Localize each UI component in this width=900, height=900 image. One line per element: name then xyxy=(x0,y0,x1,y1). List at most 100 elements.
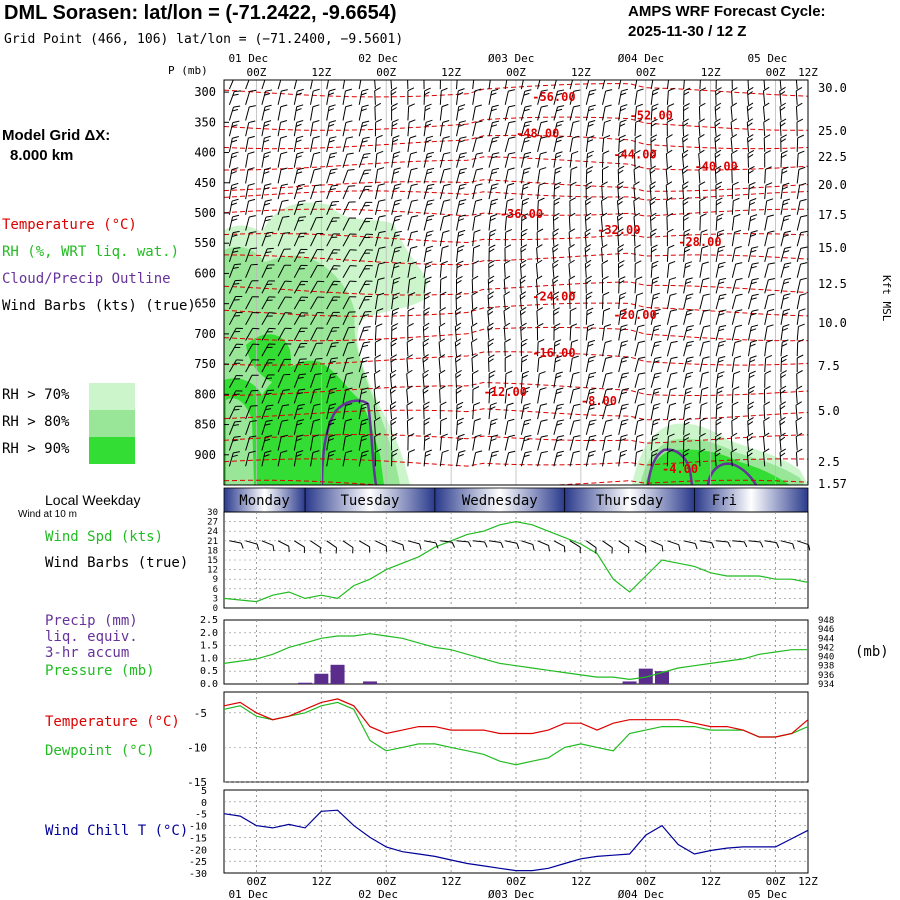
wind-barb xyxy=(796,134,804,152)
wind-barb xyxy=(683,371,694,388)
wind-barb xyxy=(488,136,500,153)
wind-barb xyxy=(228,90,241,105)
wind-barb-flag xyxy=(532,544,535,551)
wind-barb xyxy=(456,199,467,215)
wind-barb-flag xyxy=(263,139,270,143)
wind-barb-staff xyxy=(520,169,525,184)
wind-barb xyxy=(261,343,276,357)
wind-barb xyxy=(374,277,385,294)
wind-barb xyxy=(391,307,399,325)
wind-barb xyxy=(310,135,320,152)
wind-barb xyxy=(439,120,450,137)
wind-barb xyxy=(472,152,483,168)
wind-barb-flag xyxy=(232,230,240,234)
wind-barb-staff xyxy=(293,296,302,310)
wind-barb-staff xyxy=(536,310,539,325)
wind-barb-flag xyxy=(682,201,689,206)
wind-barb-staff xyxy=(730,452,733,467)
wind-barb-flag xyxy=(685,297,692,300)
wind-barb-flag xyxy=(361,88,369,92)
wind-barb-flag xyxy=(652,422,659,426)
wind-barb-staff xyxy=(715,389,718,404)
wind-barb xyxy=(748,278,759,294)
wind-barb-staff xyxy=(407,185,412,200)
wind-barb xyxy=(277,280,292,294)
wind-barb-flag xyxy=(752,278,759,281)
wind-barb-staff xyxy=(488,80,492,90)
wind-barb xyxy=(520,136,532,153)
wind-barb-flag xyxy=(523,140,530,143)
wind-barb-flag xyxy=(670,309,678,312)
wind-barb-flag xyxy=(650,138,657,143)
wind-barb-flag xyxy=(634,228,641,233)
wind-barb xyxy=(423,80,425,90)
wind-barb-flag xyxy=(780,118,787,123)
wind-barb xyxy=(553,151,563,168)
wind-barb-flag xyxy=(456,279,462,284)
wind-barb xyxy=(277,215,290,231)
wind-barb xyxy=(504,450,516,467)
wind-barb-flag xyxy=(698,448,706,453)
wind-barb-flag xyxy=(652,433,660,438)
wind-barb-flag xyxy=(779,448,787,453)
wind-barb xyxy=(261,450,272,467)
wind-barb-staff xyxy=(488,216,492,231)
wind-barb xyxy=(261,199,272,215)
wind-barb-flag xyxy=(349,296,357,298)
wind-barb xyxy=(455,306,462,325)
wind-barb-staff xyxy=(537,122,542,137)
wind-barb-flag xyxy=(683,217,689,221)
wind-barb-flag xyxy=(457,233,464,237)
wind-barb-flag xyxy=(556,423,563,426)
wind-barb xyxy=(584,212,592,231)
wind-barb-flag xyxy=(524,120,532,124)
wind-barb-flag xyxy=(749,370,756,375)
wind-barb-flag xyxy=(347,168,355,171)
wind-barb-flag xyxy=(316,233,324,235)
wind-barb-flag xyxy=(620,434,628,438)
wind-barb xyxy=(699,371,709,388)
bottom-time-tick: 00Z xyxy=(636,875,656,888)
wind-barb-flag xyxy=(506,213,513,218)
wind-barb-flag xyxy=(378,230,386,234)
wind-barb-staff xyxy=(633,185,636,200)
wind-barb-flag xyxy=(714,448,722,453)
wind-barb-staff xyxy=(245,80,251,90)
wind-barb-flag xyxy=(734,340,742,343)
wind-barb xyxy=(699,325,711,341)
wind-barb-staff xyxy=(504,91,509,105)
wind-barb-staff xyxy=(407,122,410,137)
wind-barb-flag xyxy=(458,450,466,453)
wind-barb-flag xyxy=(719,324,727,328)
wind-barb-flag xyxy=(683,228,691,233)
wind-barb xyxy=(698,102,706,121)
wind-barb xyxy=(310,264,325,278)
wind-barb-flag xyxy=(435,542,439,549)
wind-barb-flag xyxy=(748,390,754,394)
wind-barb-staff xyxy=(650,342,656,357)
wind-barb-flag xyxy=(620,438,627,442)
wind-barb-flag xyxy=(556,120,564,124)
wind-barb-flag xyxy=(784,230,792,234)
wind-barb xyxy=(553,323,561,341)
wind-barb-staff xyxy=(261,343,270,357)
wind-barb-flag xyxy=(460,152,467,155)
wind-barb-flag xyxy=(365,201,373,203)
wind-barb-staff xyxy=(293,169,298,184)
wind-barb-flag xyxy=(232,454,238,458)
wind-barb xyxy=(439,385,446,404)
wind-barb-staff xyxy=(228,106,234,121)
wind-barb-flag xyxy=(766,198,774,202)
wind-barb xyxy=(634,134,642,152)
wind-barb xyxy=(358,402,369,420)
wind-barb-flag xyxy=(635,276,643,280)
wind-barb-flag xyxy=(698,181,706,186)
wind-barb-flag xyxy=(617,165,625,170)
wind-barb xyxy=(746,118,754,137)
wind-barb xyxy=(407,135,417,152)
wind-barb-flag xyxy=(265,408,272,411)
wind-barb-flag xyxy=(585,275,592,280)
wind-barb xyxy=(326,265,341,278)
wind-barb-flag xyxy=(538,355,546,359)
wind-barb xyxy=(779,118,787,137)
